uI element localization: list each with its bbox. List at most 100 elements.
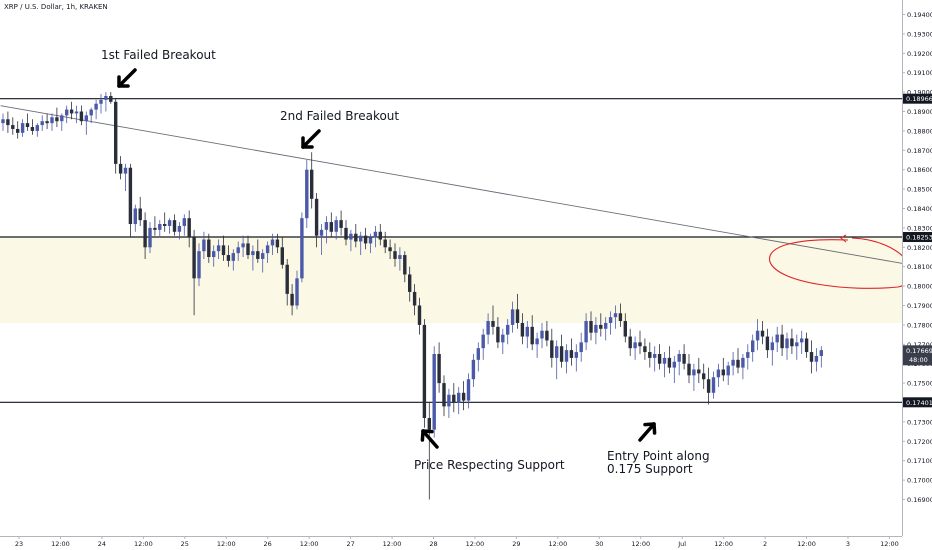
candle-body[interactable] — [506, 324, 510, 335]
candle-body[interactable] — [481, 334, 485, 349]
candle-body[interactable] — [167, 220, 172, 226]
candle-body[interactable] — [569, 350, 574, 358]
candle-body[interactable] — [471, 359, 476, 380]
candle-body[interactable] — [510, 309, 515, 325]
candle-body[interactable] — [69, 109, 74, 114]
candle-body[interactable] — [329, 222, 333, 232]
candle-body[interactable] — [354, 233, 358, 242]
candle-body[interactable] — [800, 338, 804, 343]
candle-body[interactable] — [280, 247, 284, 265]
candle-body[interactable] — [226, 255, 231, 261]
candle-body[interactable] — [187, 218, 191, 238]
candle-body[interactable] — [662, 357, 667, 364]
candle-body[interactable] — [677, 354, 681, 362]
candle-body[interactable] — [412, 291, 417, 306]
candle-body[interactable] — [819, 350, 823, 356]
candle-body[interactable] — [65, 109, 69, 116]
candle-body[interactable] — [16, 128, 20, 133]
candle-body[interactable] — [457, 392, 461, 403]
candle-body[interactable] — [653, 354, 657, 358]
candle-body[interactable] — [275, 239, 280, 248]
candle-body[interactable] — [368, 237, 373, 244]
candle-body[interactable] — [202, 239, 206, 252]
candle-body[interactable] — [143, 220, 147, 248]
candle-body[interactable] — [814, 355, 819, 362]
candle-body[interactable] — [403, 255, 407, 275]
candle-body[interactable] — [393, 251, 397, 259]
candle-body[interactable] — [35, 125, 39, 131]
candle-body[interactable] — [6, 119, 10, 126]
candle-body[interactable] — [599, 324, 603, 329]
candle-body[interactable] — [604, 322, 608, 329]
candle-body[interactable] — [163, 224, 167, 226]
candle-body[interactable] — [501, 334, 505, 343]
candle-body[interactable] — [241, 243, 245, 248]
candle-body[interactable] — [623, 321, 627, 337]
candle-body[interactable] — [99, 99, 103, 104]
candle-body[interactable] — [447, 394, 451, 407]
candle-body[interactable] — [721, 369, 725, 376]
candle-body[interactable] — [344, 227, 348, 240]
candle-body[interactable] — [339, 220, 343, 228]
candle-body[interactable] — [378, 231, 382, 240]
candle-body[interactable] — [295, 278, 299, 306]
candle-body[interactable] — [172, 220, 177, 232]
candle-body[interactable] — [236, 247, 240, 254]
candle-body[interactable] — [373, 231, 378, 238]
candle-body[interactable] — [109, 95, 113, 102]
candle-body[interactable] — [1, 119, 5, 124]
candle-body[interactable] — [158, 224, 162, 230]
candle-body[interactable] — [442, 383, 446, 407]
candle-body[interactable] — [770, 342, 774, 351]
candle-body[interactable] — [265, 245, 270, 254]
candle-body[interactable] — [545, 330, 549, 341]
candle-body[interactable] — [613, 313, 618, 318]
candle-body[interactable] — [388, 247, 392, 252]
candle-body[interactable] — [55, 117, 59, 122]
candle-body[interactable] — [94, 103, 98, 110]
candle-body[interactable] — [84, 115, 88, 122]
candle-body[interactable] — [746, 352, 750, 358]
candle-body[interactable] — [702, 373, 706, 380]
candle-body[interactable] — [648, 352, 652, 358]
candle-body[interactable] — [417, 305, 422, 325]
candle-body[interactable] — [138, 208, 142, 221]
candle-body[interactable] — [594, 324, 598, 333]
candle-body[interactable] — [349, 233, 353, 240]
candle-body[interactable] — [486, 321, 490, 335]
candle-body[interactable] — [114, 101, 118, 164]
candle-body[interactable] — [618, 313, 623, 322]
candle-body[interactable] — [74, 111, 79, 114]
candle-body[interactable] — [104, 95, 108, 100]
candle-body[interactable] — [687, 363, 691, 376]
candle-body[interactable] — [628, 336, 632, 349]
candle-body[interactable] — [20, 123, 25, 133]
candle-body[interactable] — [633, 342, 637, 349]
candle-body[interactable] — [584, 321, 588, 343]
candle-body[interactable] — [408, 274, 412, 292]
candle-body[interactable] — [535, 338, 539, 345]
candle-body[interactable] — [711, 377, 716, 393]
candle-body[interactable] — [564, 350, 569, 362]
candle-body[interactable] — [452, 394, 456, 403]
candle-body[interactable] — [530, 326, 534, 345]
candle-body[interactable] — [466, 379, 471, 401]
candle-body[interactable] — [706, 379, 711, 393]
candle-body[interactable] — [525, 326, 529, 337]
candle-body[interactable] — [765, 336, 770, 351]
candle-body[interactable] — [398, 255, 402, 259]
candle-body[interactable] — [11, 125, 15, 129]
candle-body[interactable] — [251, 251, 255, 256]
candle-body[interactable] — [383, 239, 387, 248]
candle-body[interactable] — [207, 239, 211, 257]
candle-body[interactable] — [751, 340, 755, 353]
candle-body[interactable] — [589, 321, 593, 333]
candle-body[interactable] — [785, 338, 789, 349]
candle-body[interactable] — [256, 251, 260, 259]
candle-body[interactable] — [192, 237, 196, 279]
candle-body[interactable] — [736, 359, 740, 368]
candle-body[interactable] — [89, 109, 93, 116]
candle-body[interactable] — [550, 340, 554, 358]
candle-body[interactable] — [540, 330, 544, 339]
candle-body[interactable] — [334, 220, 338, 232]
